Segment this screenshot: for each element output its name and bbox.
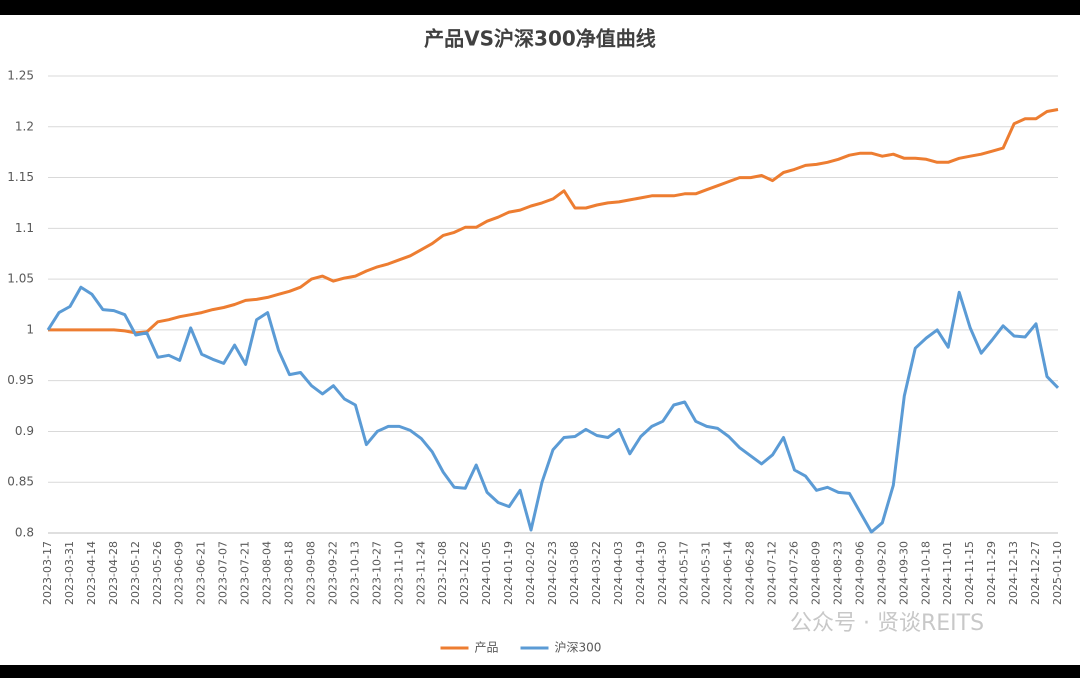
legend-label: 沪深300	[555, 641, 602, 655]
x-tick-label: 2023-08-18	[283, 541, 296, 605]
series-line	[48, 108, 1059, 335]
x-tick-label: 2023-10-27	[370, 541, 383, 605]
x-tick-label: 2023-08-04	[261, 541, 274, 605]
x-tick-label: 2023-11-10	[392, 541, 405, 605]
x-tick-label: 2024-10-18	[919, 541, 932, 605]
y-tick-label: 1.05	[7, 272, 34, 286]
y-tick-label: 1.15	[7, 170, 34, 184]
x-tick-label: 2023-05-26	[151, 541, 164, 605]
x-tick-label: 2023-09-08	[304, 541, 317, 605]
x-tick-label: 2024-04-30	[656, 541, 669, 605]
x-tick-label: 2023-12-08	[436, 541, 449, 605]
y-tick-label: 0.9	[15, 424, 34, 438]
y-tick-label: 0.95	[7, 373, 34, 387]
x-tick-label: 2023-07-21	[239, 541, 252, 605]
x-tick-label: 2024-02-23	[546, 541, 559, 605]
y-tick-label: 1	[26, 322, 34, 336]
x-tick-label: 2024-03-22	[590, 541, 603, 605]
y-tick-label: 1.1	[15, 221, 34, 235]
chart-background	[0, 15, 1080, 665]
x-tick-label: 2023-10-13	[348, 541, 361, 605]
x-tick-label: 2023-05-12	[129, 541, 142, 605]
x-tick-label: 2024-04-19	[634, 541, 647, 605]
x-tick-label: 2023-03-17	[41, 541, 54, 605]
x-tick-label: 2024-01-19	[502, 541, 515, 605]
x-tick-label: 2024-07-12	[766, 541, 779, 605]
chart-title: 产品VS沪深300净值曲线	[424, 27, 656, 51]
series-line	[46, 285, 1060, 534]
y-tick-label: 0.8	[15, 526, 34, 540]
x-tick-label: 2023-12-22	[458, 541, 471, 605]
x-tick-label: 2024-12-13	[1007, 541, 1020, 605]
x-tick-label: 2024-02-02	[524, 541, 537, 605]
x-tick-label: 2024-03-08	[568, 541, 581, 605]
x-tick-label: 2023-07-07	[217, 541, 230, 605]
x-tick-label: 2023-04-28	[107, 541, 120, 605]
x-tick-label: 2024-11-29	[985, 541, 998, 605]
x-tick-label: 2024-08-09	[809, 541, 822, 605]
y-tick-label: 1.2	[15, 119, 34, 133]
y-tick-label: 0.85	[7, 475, 34, 489]
x-tick-label: 2023-06-09	[173, 541, 186, 605]
x-tick-label: 2023-03-31	[63, 541, 76, 605]
x-tick-label: 2023-09-22	[326, 541, 339, 605]
x-tick-label: 2023-04-14	[85, 541, 98, 605]
x-tick-label: 2024-06-28	[744, 541, 757, 605]
x-tick-label: 2024-11-15	[963, 541, 976, 605]
x-tick-label: 2024-01-05	[480, 541, 493, 605]
x-tick-label: 2024-09-30	[897, 541, 910, 605]
x-tick-label: 2024-05-17	[678, 541, 691, 605]
x-tick-label: 2023-06-21	[195, 541, 208, 605]
x-tick-label: 2024-09-20	[875, 541, 888, 605]
x-tick-label: 2024-09-06	[853, 541, 866, 605]
x-tick-label: 2023-11-24	[414, 541, 427, 605]
x-tick-label: 2024-08-23	[831, 541, 844, 605]
x-tick-label: 2024-07-26	[788, 541, 801, 605]
x-tick-label: 2025-01-10	[1051, 541, 1064, 605]
x-tick-label: 2024-05-31	[700, 541, 713, 605]
x-tick-label: 2024-04-03	[612, 541, 625, 605]
x-tick-label: 2024-12-27	[1029, 541, 1042, 605]
x-tick-label: 2024-11-01	[941, 541, 954, 605]
watermark: 公众号 · 贤谈REITS	[790, 611, 984, 636]
legend-label: 产品	[475, 641, 499, 655]
y-tick-label: 1.25	[7, 69, 34, 83]
x-tick-label: 2024-06-14	[722, 541, 735, 605]
